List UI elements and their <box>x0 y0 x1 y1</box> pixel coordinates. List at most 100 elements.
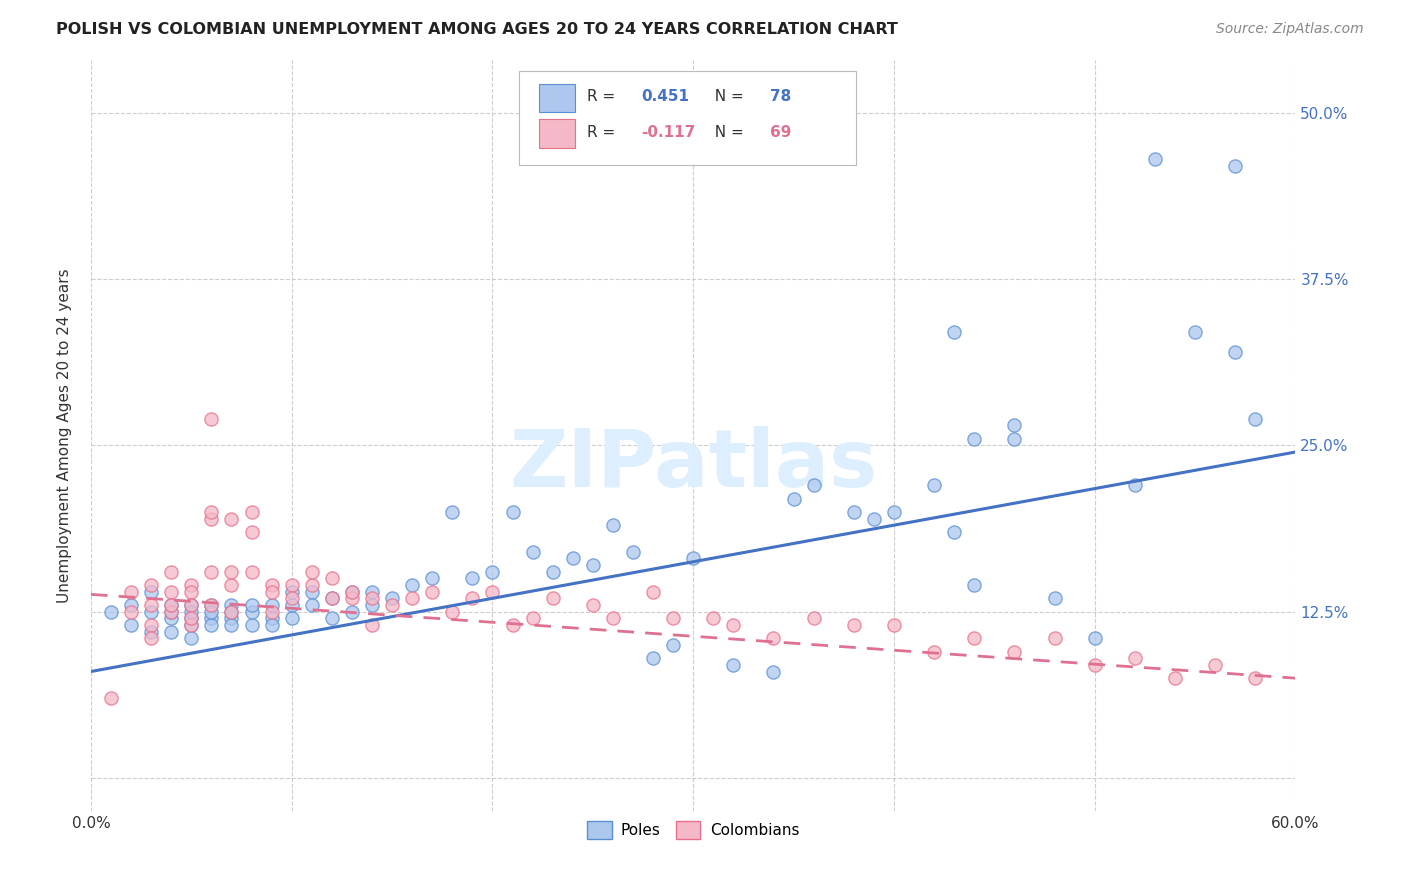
Point <box>160 584 183 599</box>
Point <box>723 657 745 672</box>
Point <box>420 571 443 585</box>
Point <box>481 584 503 599</box>
Point <box>221 611 243 625</box>
Point <box>340 591 363 606</box>
Point <box>1225 159 1247 173</box>
Point <box>361 618 384 632</box>
Point <box>301 578 323 592</box>
Point <box>461 571 484 585</box>
Point <box>120 618 142 632</box>
Text: 78: 78 <box>770 89 792 104</box>
Point <box>280 598 302 612</box>
Point <box>120 605 142 619</box>
Point <box>522 545 544 559</box>
Point <box>200 598 222 612</box>
Point <box>200 411 222 425</box>
Point <box>461 591 484 606</box>
Point <box>602 611 624 625</box>
Point <box>260 611 283 625</box>
Point <box>321 591 343 606</box>
Point <box>180 618 202 632</box>
Point <box>200 598 222 612</box>
Text: 0.451: 0.451 <box>641 89 689 104</box>
Point <box>1043 591 1066 606</box>
Point <box>200 611 222 625</box>
Point <box>100 691 122 706</box>
Point <box>240 605 263 619</box>
Point <box>180 632 202 646</box>
Point <box>280 611 302 625</box>
Point <box>963 578 986 592</box>
Point <box>160 605 183 619</box>
Point <box>1002 432 1025 446</box>
Point <box>1043 632 1066 646</box>
Point <box>141 632 163 646</box>
Point <box>160 598 183 612</box>
Point <box>401 578 423 592</box>
Point <box>1002 418 1025 433</box>
Point <box>582 558 605 573</box>
Point <box>221 565 243 579</box>
Point <box>200 605 222 619</box>
Text: N =: N = <box>706 125 749 140</box>
Point <box>922 478 945 492</box>
Point <box>221 605 243 619</box>
Point <box>782 491 804 506</box>
Point <box>301 584 323 599</box>
Point <box>280 578 302 592</box>
Point <box>481 565 503 579</box>
Point <box>141 584 163 599</box>
Point <box>1084 632 1107 646</box>
Point <box>561 551 583 566</box>
Point <box>702 611 724 625</box>
Text: Source: ZipAtlas.com: Source: ZipAtlas.com <box>1216 22 1364 37</box>
Point <box>120 584 142 599</box>
Point <box>883 618 905 632</box>
Point <box>221 605 243 619</box>
Point <box>441 505 464 519</box>
Point <box>260 578 283 592</box>
Point <box>160 598 183 612</box>
Point <box>180 598 202 612</box>
Point <box>280 591 302 606</box>
Point <box>1084 657 1107 672</box>
Point <box>340 584 363 599</box>
Point <box>682 551 704 566</box>
Point <box>240 565 263 579</box>
Point <box>301 565 323 579</box>
Point <box>803 611 825 625</box>
Point <box>180 611 202 625</box>
Point <box>321 571 343 585</box>
FancyBboxPatch shape <box>538 84 575 112</box>
Point <box>1123 478 1146 492</box>
Point <box>160 565 183 579</box>
Point <box>963 632 986 646</box>
Point <box>943 524 966 539</box>
Point <box>1164 671 1187 685</box>
Point <box>321 611 343 625</box>
Point <box>141 624 163 639</box>
Point <box>381 598 404 612</box>
Point <box>180 598 202 612</box>
Point <box>1244 411 1267 425</box>
Point <box>120 598 142 612</box>
Point <box>502 618 524 632</box>
Point <box>803 478 825 492</box>
Point <box>1184 326 1206 340</box>
Point <box>641 584 664 599</box>
Point <box>361 584 384 599</box>
Text: POLISH VS COLOMBIAN UNEMPLOYMENT AMONG AGES 20 TO 24 YEARS CORRELATION CHART: POLISH VS COLOMBIAN UNEMPLOYMENT AMONG A… <box>56 22 898 37</box>
Point <box>863 511 886 525</box>
Text: 69: 69 <box>770 125 792 140</box>
Point <box>1123 651 1146 665</box>
Point <box>180 605 202 619</box>
Point <box>842 505 865 519</box>
Point <box>180 584 202 599</box>
Text: R =: R = <box>588 125 620 140</box>
Point <box>301 598 323 612</box>
Point <box>963 432 986 446</box>
Point <box>180 578 202 592</box>
Point <box>240 598 263 612</box>
Point <box>441 605 464 619</box>
Point <box>502 505 524 519</box>
